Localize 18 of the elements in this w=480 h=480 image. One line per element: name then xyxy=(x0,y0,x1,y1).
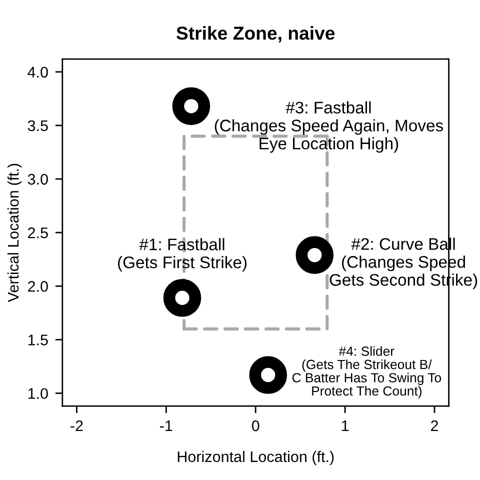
annotation: #1: Fastball (Gets First Strike) xyxy=(118,238,247,272)
annotation: #4: Slider (Gets The Strikeout B/ C Batter Has To Swing To Protect The Count) xyxy=(292,346,442,398)
y-tick-label: 1.5 xyxy=(28,334,48,346)
chart-title: Strike Zone, naive xyxy=(176,26,335,42)
y-tick-label: 2.5 xyxy=(28,227,48,238)
x-tick-label: 0 xyxy=(252,420,260,432)
y-tick-label: 3.5 xyxy=(28,120,48,132)
x-axis-title: Horizontal Location (ft.) xyxy=(178,450,334,466)
x-tick-label: 1 xyxy=(342,420,349,432)
y-tick-label: 3.0 xyxy=(28,174,48,185)
y-axis-title: Vertical Location (ft.) xyxy=(7,164,22,302)
x-tick-label: -2 xyxy=(70,420,83,432)
annotation: #3: Fastball (Changes Speed Again, Moves Eye Location High) xyxy=(214,101,443,153)
y-tick-label: 1.0 xyxy=(28,388,48,399)
y-tick-label: 4.0 xyxy=(28,66,48,78)
y-tick-label: 2.0 xyxy=(28,280,48,292)
x-tick-label: 2 xyxy=(431,420,438,432)
x-tick-label: -1 xyxy=(160,420,172,432)
